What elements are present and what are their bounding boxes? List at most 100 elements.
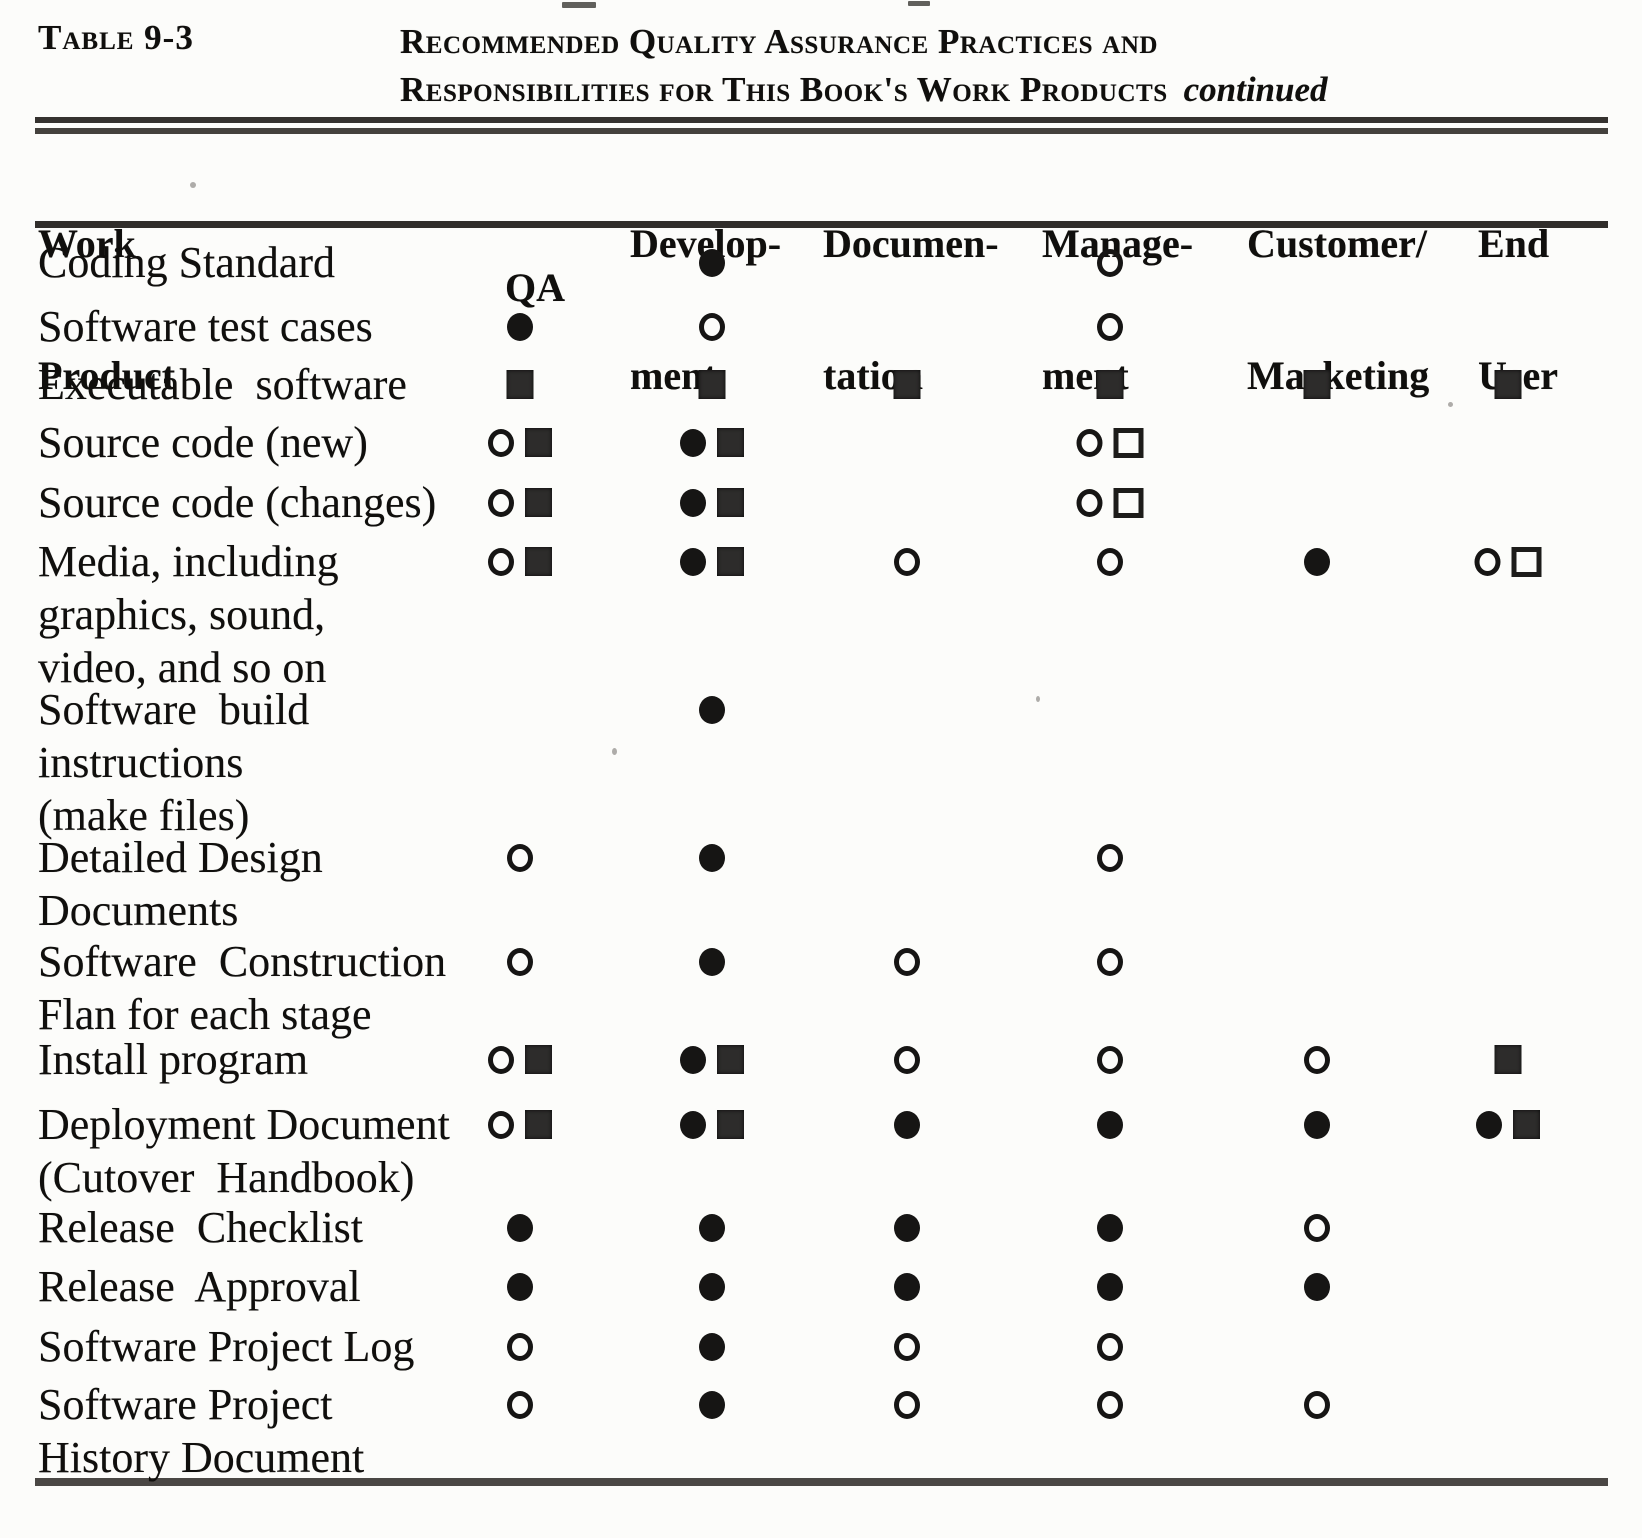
top-rule-upper [35, 117, 1608, 123]
filled-circle-icon [699, 1390, 725, 1419]
header-label-line: Product [38, 353, 176, 398]
open-circle-icon [488, 428, 514, 457]
table-row: Executable software [0, 358, 1642, 411]
cell-documentation [894, 1033, 920, 1086]
column-header-qa: QA [505, 178, 565, 398]
cell-management [1076, 476, 1144, 529]
work-product-line: Flan for each stage [38, 990, 372, 1039]
table-title: Recommended Quality Assurance Practices … [400, 18, 1328, 114]
work-product-name: Software build instructions (make files) [38, 683, 309, 842]
filled-square-icon [717, 1110, 744, 1139]
cell-management [1096, 358, 1124, 411]
filled-square-icon [717, 1045, 744, 1074]
cell-development [699, 935, 725, 988]
column-header-work-product: Work Product [38, 134, 175, 486]
work-product-name: Release Approval [38, 1260, 361, 1313]
cell-development [699, 831, 725, 884]
filled-circle-icon [699, 248, 725, 277]
cell-qa [488, 535, 552, 588]
open-circle-icon [488, 1110, 514, 1139]
header-label-line: Work [38, 221, 136, 266]
open-circle-icon [1097, 843, 1123, 872]
work-product-line: Source code (new) [38, 418, 368, 467]
cell-end-user [1494, 358, 1522, 411]
open-circle-icon [699, 312, 725, 341]
cell-management [1076, 416, 1144, 469]
filled-circle-icon [1304, 1272, 1330, 1301]
cell-development [699, 1201, 725, 1254]
open-circle-icon [1097, 1045, 1123, 1074]
table-row: Software build instructions (make files) [0, 683, 1642, 840]
cell-management [1097, 1033, 1123, 1086]
work-product-line: Coding Standard [38, 238, 335, 287]
open-circle-icon [488, 1045, 514, 1074]
work-product-line: video, and so on [38, 643, 327, 692]
open-circle-icon [894, 1332, 920, 1361]
cell-qa [488, 476, 552, 529]
open-circle-icon [1076, 428, 1103, 457]
header-label-line: End [1478, 221, 1550, 266]
cell-qa [488, 1033, 552, 1086]
cell-documentation [894, 535, 920, 588]
open-circle-icon [507, 1390, 533, 1419]
cell-development [680, 535, 744, 588]
cell-development [699, 1378, 725, 1431]
cell-documentation [893, 358, 921, 411]
work-product-name: Detailed Design Documents [38, 831, 323, 937]
filled-circle-icon [699, 843, 725, 872]
header-label-line: Documen- [823, 221, 999, 266]
top-rule-lower [35, 128, 1608, 134]
cell-development [699, 236, 725, 289]
open-circle-icon [894, 547, 920, 576]
cell-customer-marketing [1304, 1378, 1330, 1431]
filled-circle-icon [699, 947, 725, 976]
work-product-name: Coding Standard [38, 236, 335, 289]
cell-development [699, 683, 725, 736]
cell-end-user [1474, 535, 1542, 588]
open-circle-icon [1097, 1332, 1123, 1361]
table-bottom-rule [35, 1478, 1608, 1486]
work-product-name: Software Project History Document [38, 1378, 364, 1484]
filled-circle-icon [1097, 1110, 1123, 1139]
open-square-icon [1113, 487, 1144, 518]
filled-circle-icon [699, 695, 725, 724]
scan-speck [1448, 402, 1453, 407]
cell-end-user [1476, 1098, 1540, 1151]
cell-qa [507, 1378, 533, 1431]
work-product-line: Software Project [38, 1380, 333, 1429]
open-circle-icon [894, 947, 920, 976]
table-row: Software test cases [0, 300, 1642, 353]
table-title-continued: continued [1183, 70, 1328, 109]
cell-documentation [894, 1201, 920, 1254]
table-title-line2-wrap: Responsibilities for This Book's Work Pr… [400, 66, 1328, 114]
filled-circle-icon [680, 547, 706, 576]
cell-development [680, 1098, 744, 1151]
work-product-line: Software build [38, 685, 310, 734]
cell-development [699, 1260, 725, 1313]
work-product-line: Source code (changes) [38, 478, 437, 527]
work-product-line: Executable software [38, 360, 407, 409]
filled-square-icon [1494, 370, 1522, 399]
cell-customer-marketing [1304, 1201, 1330, 1254]
column-header-customer-marketing: Customer/ Marketing [1247, 134, 1429, 486]
header-bottom-rule [35, 221, 1608, 228]
work-product-name: Source code (changes) [38, 476, 436, 529]
scan-speck [190, 182, 196, 188]
work-product-line: Software Construction [38, 937, 447, 986]
work-product-line: (make files) [38, 791, 250, 840]
table-row: Detailed Design Documents [0, 831, 1642, 935]
filled-circle-icon [680, 1110, 706, 1139]
work-product-name: Software Construction Flan for each stage [38, 935, 446, 1041]
cell-documentation [894, 1378, 920, 1431]
work-product-line: instructions [38, 738, 244, 787]
filled-square-icon [1303, 370, 1331, 399]
filled-circle-icon [507, 312, 533, 341]
work-product-line: Deployment Document [38, 1100, 450, 1149]
table-row: Release Checklist [0, 1201, 1642, 1254]
work-product-name: Software Project Log [38, 1320, 414, 1373]
work-product-line: Documents [38, 886, 239, 935]
table-row: Media, including graphics, sound, video, a… [0, 535, 1642, 692]
work-product-name: Release Checklist [38, 1201, 363, 1254]
open-square-icon [1113, 427, 1144, 458]
work-product-line: Release Approval [38, 1262, 361, 1311]
